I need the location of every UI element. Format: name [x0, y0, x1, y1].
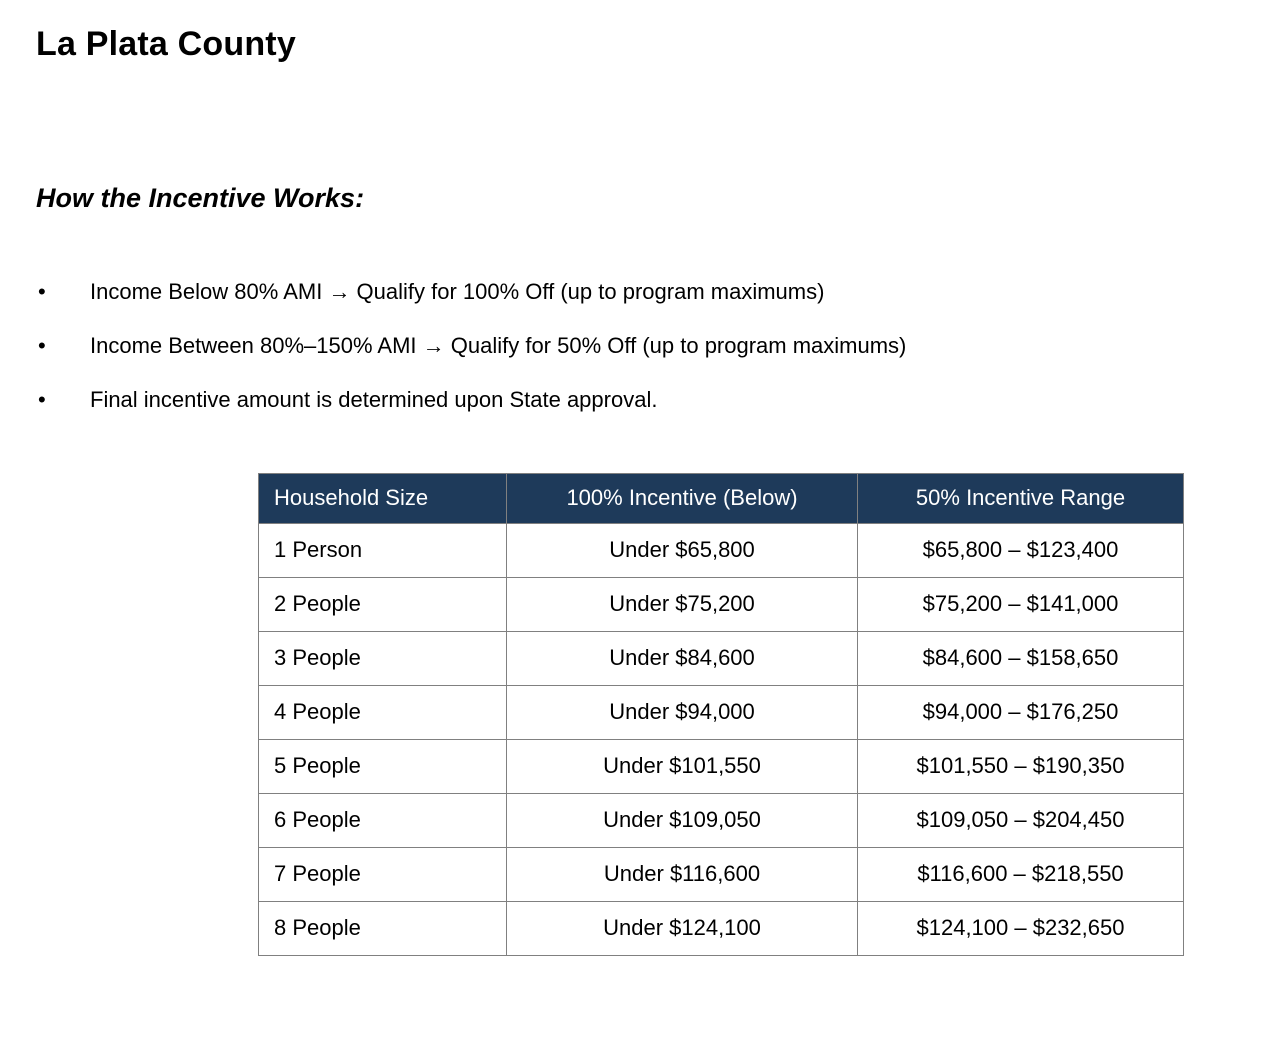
table-cell: Under $109,050: [506, 792, 858, 848]
table-row: 4 People Under $94,000 $94,000 – $176,250: [258, 684, 1184, 740]
table-row: 3 People Under $84,600 $84,600 – $158,650: [258, 630, 1184, 686]
table-cell: 1 Person: [258, 522, 507, 578]
table-row: 5 People Under $101,550 $101,550 – $190,35…: [258, 738, 1184, 794]
table-cell: $124,100 – $232,650: [857, 900, 1184, 956]
bullet-text: Final incentive amount is determined upo…: [90, 386, 658, 412]
table-cell: 6 People: [258, 792, 507, 848]
section-heading: How the Incentive Works:: [36, 182, 365, 213]
table-cell: 5 People: [258, 738, 507, 794]
table-cell: Under $116,600: [506, 846, 858, 902]
table-cell: 7 People: [258, 846, 507, 902]
table-cell: 8 People: [258, 900, 507, 956]
list-item: • Final incentive amount is determined u…: [36, 388, 1268, 411]
bullet-list: • Income Below 80% AMI → Qualify for 100…: [36, 280, 1268, 411]
document-page: La Plata County How the Incentive Works:…: [0, 24, 1268, 1040]
income-table: Household Size 100% Incentive (Below) 50% …: [258, 472, 1184, 956]
table-row: 7 People Under $116,600 $116,600 – $218,55…: [258, 846, 1184, 902]
table-cell: $94,000 – $176,250: [857, 684, 1184, 740]
table-cell: Under $94,000: [506, 684, 858, 740]
table-cell: Under $84,600: [506, 630, 858, 686]
table-cell: $65,800 – $123,400: [857, 522, 1184, 578]
bullet-text: Income Below 80% AMI → Qualify for 100% …: [90, 278, 825, 304]
table-cell: Under $65,800: [506, 522, 858, 578]
table-row: 6 People Under $109,050 $109,050 – $204,45…: [258, 792, 1184, 848]
bullet-icon: •: [38, 386, 46, 412]
table-cell: 2 People: [258, 576, 507, 632]
bullet-text: Income Between 80%–150% AMI → Qualify fo…: [90, 332, 907, 358]
table-cell: 3 People: [258, 630, 507, 686]
table-cell: $84,600 – $158,650: [857, 630, 1184, 686]
column-header: 50% Incentive Range: [857, 472, 1184, 524]
list-item: • Income Below 80% AMI → Qualify for 100…: [36, 280, 1268, 303]
income-table-header: Household Size 100% Incentive (Below) 50% …: [258, 472, 1184, 524]
table-cell: Under $75,200: [506, 576, 858, 632]
table-cell: Under $124,100: [506, 900, 858, 956]
table-cell: Under $101,550: [506, 738, 858, 794]
table-row: 2 People Under $75,200 $75,200 – $141,000: [258, 576, 1184, 632]
column-header: Household Size: [258, 472, 507, 524]
column-header: 100% Incentive (Below): [506, 472, 858, 524]
table-cell: $109,050 – $204,450: [857, 792, 1184, 848]
income-table-body: 1 Person Under $65,800 $65,800 – $123,400 2…: [258, 522, 1184, 956]
list-item: • Income Between 80%–150% AMI → Qualify …: [36, 334, 1268, 357]
header-row: Household Size 100% Incentive (Below) 50% …: [258, 472, 1184, 524]
table-cell: 4 People: [258, 684, 507, 740]
table-cell: $116,600 – $218,550: [857, 846, 1184, 902]
table-row: 8 People Under $124,100 $124,100 – $232,65…: [258, 900, 1184, 956]
table-row: 1 Person Under $65,800 $65,800 – $123,400: [258, 522, 1184, 578]
page-title: La Plata County: [36, 25, 296, 63]
bullet-icon: •: [38, 278, 46, 304]
table-cell: $101,550 – $190,350: [857, 738, 1184, 794]
table-cell: $75,200 – $141,000: [857, 576, 1184, 632]
bullet-icon: •: [38, 332, 46, 358]
